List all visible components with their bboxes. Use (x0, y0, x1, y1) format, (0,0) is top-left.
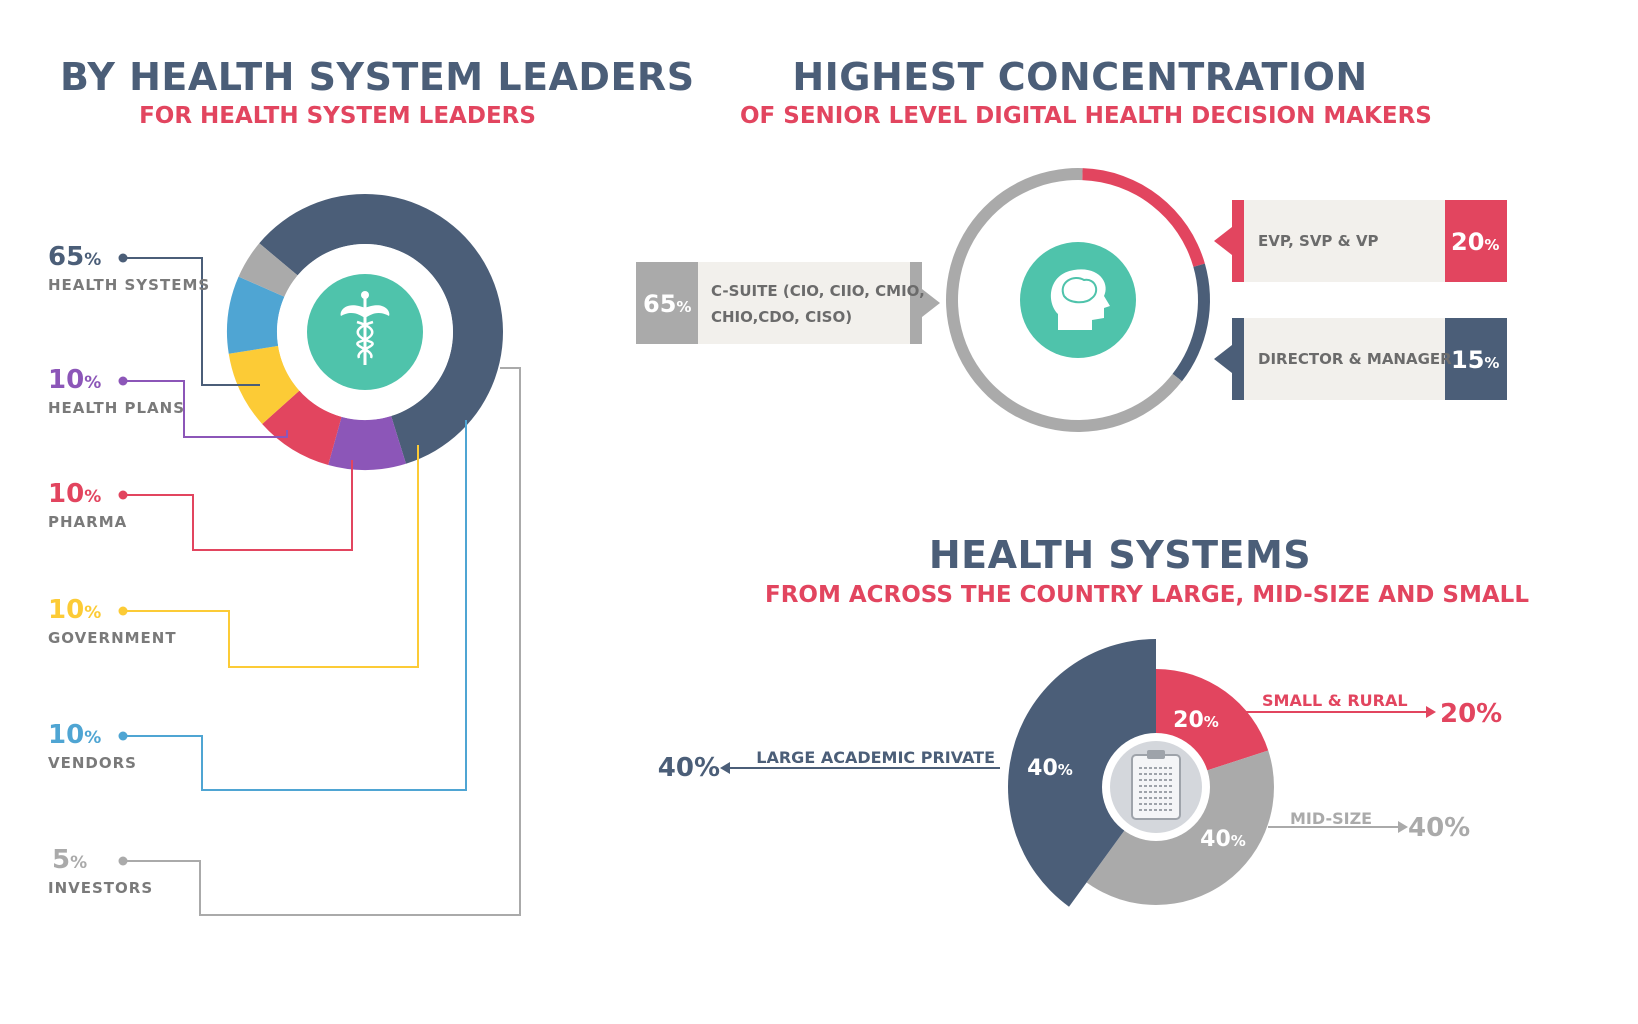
connector-government (123, 445, 419, 668)
callout-c-suite: 65% C-SUITE (CIO, CIIO, CMIO, CHIO,CDO, CI… (636, 262, 940, 344)
section1-title: BY HEALTH SYSTEM LEADERS (60, 55, 695, 99)
connector-investors (123, 367, 521, 916)
donut-slice-health-plans (328, 416, 406, 471)
pie-label-mid-size: MID-SIZE (1290, 809, 1372, 828)
callout-label-c-suite-line1: C-SUITE (CIO, CIIO, CMIO, (711, 282, 925, 300)
connector-health-systems (123, 257, 260, 386)
section1-subtitle: FOR HEALTH SYSTEM LEADERS (139, 103, 536, 129)
legend-value-pharma: 10% (48, 479, 102, 509)
section3-title: HEALTH SYSTEMS (928, 533, 1312, 577)
callout-value-evp-svp-vp: 20% (1451, 228, 1499, 256)
clipboard-icon (1131, 750, 1181, 820)
connector-vendors (123, 420, 467, 791)
caduceus-icon (340, 291, 390, 365)
callout-director-manager: DIRECTOR & MANAGER 15% (1214, 318, 1507, 400)
donut-slice-health-systems (259, 194, 503, 464)
legend-label-health-plans: HEALTH PLANS (48, 399, 186, 417)
donut-slice-government (228, 345, 300, 425)
brain-head-icon (1050, 269, 1110, 330)
pie-inner-value-large-academic-private: 40% (1027, 756, 1073, 781)
pie-label-small-rural: SMALL & RURAL (1262, 691, 1408, 710)
callout-label-evp-svp-vp: EVP, SVP & VP (1258, 232, 1379, 250)
callout-label-c-suite-line2: CHIO,CDO, CISO) (711, 308, 852, 326)
legend-label-government: GOVERNMENT (48, 629, 177, 647)
pie-inner-value-mid-size: 40% (1200, 827, 1246, 852)
pie-arrow-large-academic-private (720, 762, 730, 774)
connector-pharma (123, 460, 353, 551)
pie-arrow-mid-size (1398, 821, 1408, 833)
section2-subtitle: OF SENIOR LEVEL DIGITAL HEALTH DECISION … (740, 103, 1432, 129)
callout-value-director-manager: 15% (1451, 346, 1499, 374)
legend-label-pharma: PHARMA (48, 513, 128, 531)
pie-slice-large-academic-private (1008, 639, 1156, 907)
ring-arc-evp-svp-vp (1082, 168, 1205, 267)
donut-slice-investors (238, 243, 298, 297)
callout-value-c-suite: 65% (643, 290, 691, 318)
section2-title: HIGHEST CONCENTRATION (792, 55, 1368, 99)
pie-arrow-small-rural (1426, 706, 1436, 718)
pie-outer-value-mid-size: 40% (1408, 813, 1470, 843)
legend-value-vendors: 10% (48, 720, 102, 750)
pie-label-large-academic-private: LARGE ACADEMIC PRIVATE (756, 748, 995, 767)
legend-value-health-plans: 10% (48, 365, 102, 395)
legend-value-health-systems: 65% (48, 242, 102, 272)
legend-label-health-systems: HEALTH SYSTEMS (48, 276, 211, 294)
donut-slice-pharma (262, 390, 342, 466)
section3-subtitle: FROM ACROSS THE COUNTRY LARGE, MID-SIZE … (765, 582, 1529, 608)
callout-evp-svp-vp: EVP, SVP & VP 20% (1214, 200, 1507, 282)
connector-health-plans (123, 380, 288, 438)
legend-value-investors: 5% (52, 845, 88, 875)
donut-slice-vendors (227, 276, 285, 354)
pie-outer-value-large-academic-private: 40% (658, 753, 720, 783)
pie-outer-value-small-rural: 20% (1440, 699, 1502, 729)
ring-arc-director-manager (1172, 263, 1211, 382)
legend-label-vendors: VENDORS (48, 754, 137, 772)
pie-inner-value-small-rural: 20% (1173, 708, 1219, 733)
callout-label-director-manager: DIRECTOR & MANAGER (1258, 350, 1452, 368)
legend-value-government: 10% (48, 595, 102, 625)
legend-label-investors: INVESTORS (48, 879, 154, 897)
